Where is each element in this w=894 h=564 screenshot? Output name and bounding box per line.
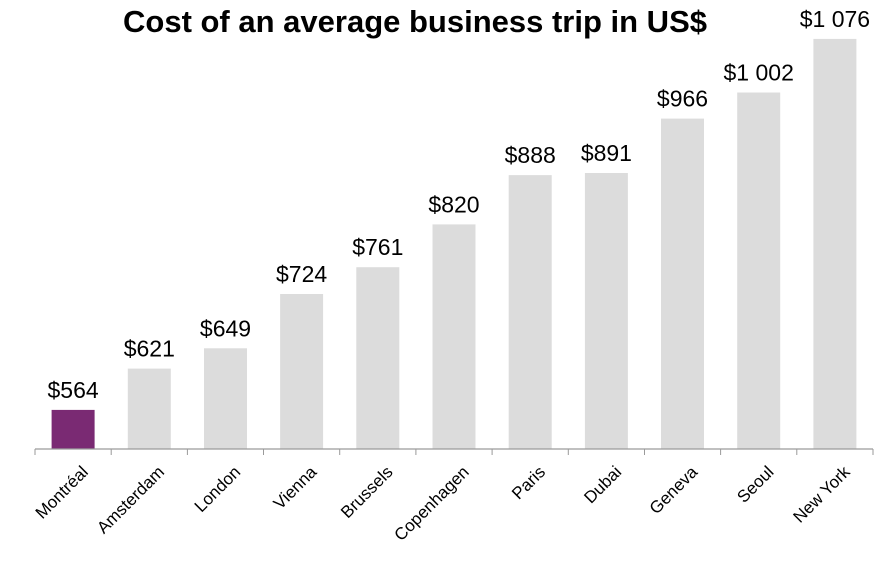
bar-2 — [204, 348, 247, 449]
value-label-2: $649 — [200, 315, 251, 341]
bar-6 — [508, 175, 552, 449]
value-label-5: $820 — [428, 191, 479, 217]
bar-8 — [661, 118, 704, 449]
bar-7 — [584, 173, 628, 449]
x-tick-labels-group: Montréal Amsterdam London Vienna BrusselsCop… — [32, 462, 854, 545]
tick-label-5: Copenhagen — [391, 462, 473, 544]
bar-3 — [280, 294, 324, 449]
tick-label-7: Dubai — [580, 462, 625, 507]
bar-1 — [127, 368, 171, 449]
chart-title: Cost of an average business trip in US$ — [123, 4, 707, 39]
value-label-0: $564 — [48, 377, 99, 403]
value-label-1: $621 — [124, 336, 175, 362]
bar-0 — [51, 409, 95, 449]
value-label-6: $888 — [505, 142, 556, 168]
x-ticks-group — [34, 449, 874, 455]
tick-label-8: Geneva — [646, 462, 702, 518]
tick-label-1: Amsterdam — [93, 462, 168, 537]
value-labels-group: $564 $621 $649 $724 $761 $820 $888 $891 $966 $1 0… — [48, 6, 871, 403]
value-label-4: $761 — [352, 234, 403, 260]
bar-5 — [432, 224, 476, 449]
value-label-3: $724 — [276, 261, 327, 287]
value-label-8: $966 — [657, 86, 708, 112]
tick-label-3: Vienna — [270, 462, 321, 513]
tick-label-10: New York — [790, 462, 855, 527]
value-label-10: $1 076 — [800, 6, 870, 32]
bars-group — [51, 38, 857, 450]
tick-label-2: London — [191, 462, 245, 516]
bar-10 — [813, 38, 857, 450]
tick-label-4: Brussels — [337, 462, 397, 522]
tick-label-0: Montréal — [32, 462, 92, 522]
tick-label-9: Seoul — [733, 462, 777, 506]
value-label-9: $1 002 — [724, 60, 794, 86]
bar-4 — [356, 267, 400, 449]
bar-9 — [737, 92, 781, 449]
value-label-7: $891 — [581, 140, 632, 166]
tick-label-6: Paris — [508, 462, 549, 503]
